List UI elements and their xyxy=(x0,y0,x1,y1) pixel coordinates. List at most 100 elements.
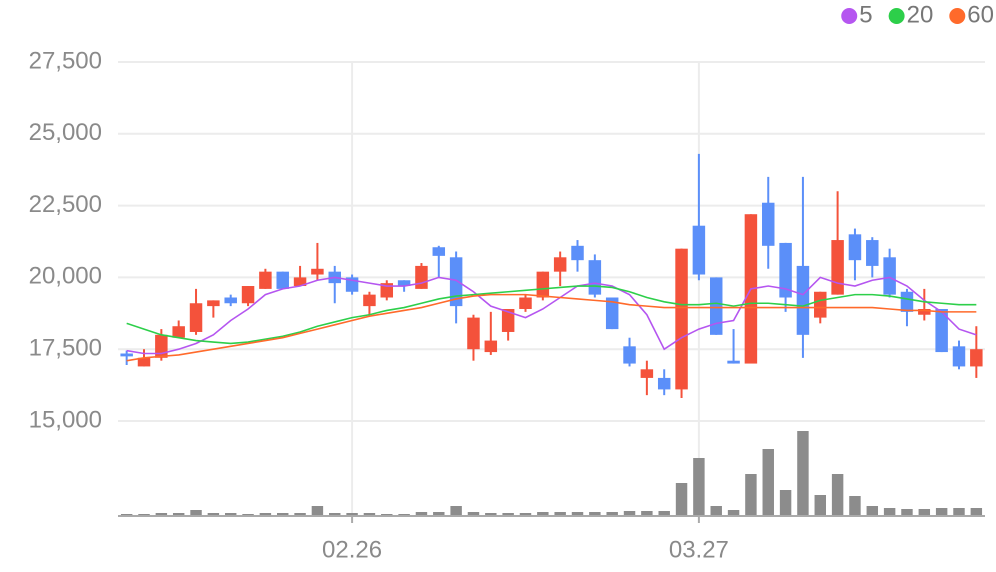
candle-body xyxy=(692,225,706,275)
candle-body xyxy=(553,257,567,272)
volume-bar xyxy=(502,513,514,516)
y-tick-label: 15,000 xyxy=(29,406,102,433)
candle-body xyxy=(120,353,133,357)
candle-body xyxy=(189,303,203,332)
candle-body xyxy=(536,271,550,298)
x-tick-label: 03.27 xyxy=(669,536,729,563)
candle-body xyxy=(883,257,896,295)
y-tick-label: 27,500 xyxy=(29,47,102,74)
volume-bar xyxy=(658,511,670,516)
candle-body xyxy=(848,234,862,261)
candle-body xyxy=(241,286,255,304)
candle-body xyxy=(467,317,480,350)
volume-bar xyxy=(363,513,376,516)
volume-bar xyxy=(589,512,601,516)
candle-body xyxy=(814,291,827,318)
candle-body xyxy=(571,245,584,261)
candle-body xyxy=(224,297,237,304)
volume-bar xyxy=(415,512,428,516)
volume-bar xyxy=(346,513,358,516)
candle-body xyxy=(588,260,602,295)
volume-bar xyxy=(866,506,879,516)
candle-body xyxy=(640,369,654,378)
volume-bar xyxy=(277,513,289,516)
volume-bar xyxy=(294,513,306,516)
volume-bar xyxy=(172,513,185,516)
volume-bar xyxy=(779,490,792,516)
candle-body xyxy=(137,357,151,367)
candle-body xyxy=(831,240,844,295)
candle-body xyxy=(709,277,723,335)
volume-bar xyxy=(970,508,983,516)
candle-body xyxy=(952,346,966,367)
volume-bar xyxy=(797,431,809,516)
candle-body xyxy=(172,326,185,338)
candle-body xyxy=(623,346,636,364)
volume-bar xyxy=(953,508,965,516)
volume-bar xyxy=(641,511,653,516)
candle-body xyxy=(449,257,463,307)
volume-bar xyxy=(467,512,480,516)
y-tick-label: 22,500 xyxy=(29,191,102,218)
volume-bar xyxy=(259,513,272,516)
candle-body xyxy=(519,297,532,309)
volume-bar xyxy=(745,474,757,516)
candle-body xyxy=(866,240,879,266)
volume-bar xyxy=(814,495,826,516)
volume-bar xyxy=(849,496,861,516)
candle-body xyxy=(293,277,307,287)
legend-dot xyxy=(888,8,905,24)
legend-label: 20 xyxy=(907,1,934,28)
volume-bar xyxy=(710,506,722,516)
candle-body xyxy=(155,334,168,358)
candle-body xyxy=(311,268,324,275)
volume-bar xyxy=(329,513,341,516)
candle-body xyxy=(207,300,220,307)
volume-bar xyxy=(918,509,931,516)
candle-body xyxy=(970,349,983,367)
volume-bar xyxy=(485,513,497,516)
volume-bar xyxy=(831,474,844,516)
candle-body xyxy=(900,291,914,312)
volume-bar xyxy=(224,513,237,516)
candle-body xyxy=(918,308,931,315)
volume-bar xyxy=(519,513,532,516)
candle-body xyxy=(727,360,740,364)
volume-bar xyxy=(901,509,913,516)
candle-body xyxy=(779,242,792,298)
volume-bar xyxy=(727,510,740,516)
candle-body xyxy=(501,308,515,332)
volume-bar xyxy=(190,510,202,516)
volume-bar xyxy=(935,508,948,516)
candle-body xyxy=(397,280,411,287)
volume-bar xyxy=(623,511,636,516)
volume-bar xyxy=(450,506,462,516)
y-tick-label: 25,000 xyxy=(29,119,102,146)
volume-bar xyxy=(554,512,566,516)
volume-bar xyxy=(675,483,688,516)
legend-dot xyxy=(949,8,966,24)
candle-body xyxy=(605,297,619,330)
volume-bar xyxy=(883,508,896,516)
x-tick-label: 02.26 xyxy=(322,536,382,563)
volume-bar xyxy=(693,458,705,516)
ma-line xyxy=(126,293,977,362)
candle-body xyxy=(259,271,272,289)
candle-body xyxy=(675,248,688,390)
volume-bar xyxy=(311,506,324,516)
volume-bar xyxy=(433,512,445,516)
volume-bar xyxy=(537,512,549,516)
candle-body xyxy=(762,202,775,246)
candle-body xyxy=(796,265,810,335)
candle-body xyxy=(657,377,671,390)
volume-bar xyxy=(207,513,220,516)
volume-bar xyxy=(155,513,168,516)
y-tick-label: 20,000 xyxy=(29,263,102,290)
legend-label: 5 xyxy=(859,1,872,28)
candle-body xyxy=(484,340,498,353)
legend-dot xyxy=(841,8,858,24)
volume-bar xyxy=(762,449,774,516)
candle-body xyxy=(935,308,948,353)
ma-line xyxy=(126,285,977,345)
